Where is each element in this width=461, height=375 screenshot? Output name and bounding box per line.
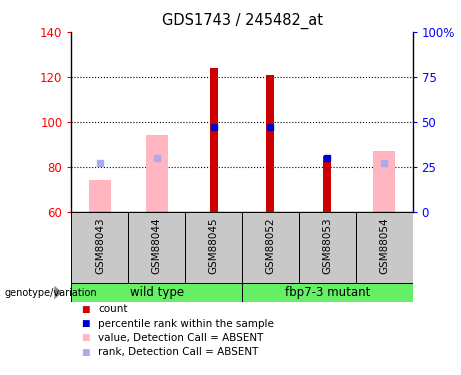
Polygon shape (54, 286, 62, 299)
Text: ■: ■ (81, 319, 89, 328)
Text: genotype/variation: genotype/variation (5, 288, 97, 297)
Text: GSM88053: GSM88053 (322, 217, 332, 274)
Bar (323, 156, 331, 212)
Text: GSM88052: GSM88052 (266, 217, 276, 274)
Text: GSM88043: GSM88043 (95, 217, 105, 274)
Bar (89, 180, 111, 212)
Text: ■: ■ (81, 333, 89, 342)
Text: ■: ■ (81, 348, 89, 357)
Text: wild type: wild type (130, 286, 184, 299)
Bar (185, 212, 242, 283)
Bar (373, 151, 395, 212)
Bar (71, 283, 242, 302)
Text: fbp7-3 mutant: fbp7-3 mutant (284, 286, 370, 299)
Bar (71, 212, 128, 283)
Text: GSM88045: GSM88045 (208, 217, 219, 274)
Text: ■: ■ (81, 305, 89, 314)
Text: rank, Detection Call = ABSENT: rank, Detection Call = ABSENT (98, 347, 259, 357)
Bar (128, 212, 185, 283)
Text: GSM88054: GSM88054 (379, 217, 389, 274)
Bar (242, 212, 299, 283)
Text: count: count (98, 304, 128, 314)
Bar (242, 283, 413, 302)
Title: GDS1743 / 245482_at: GDS1743 / 245482_at (161, 13, 323, 29)
Bar (266, 75, 274, 212)
Text: percentile rank within the sample: percentile rank within the sample (98, 319, 274, 328)
Bar (146, 135, 167, 212)
Text: GSM88044: GSM88044 (152, 217, 162, 274)
Text: value, Detection Call = ABSENT: value, Detection Call = ABSENT (98, 333, 264, 343)
Bar (356, 212, 413, 283)
Bar (210, 68, 218, 212)
Bar (299, 212, 356, 283)
